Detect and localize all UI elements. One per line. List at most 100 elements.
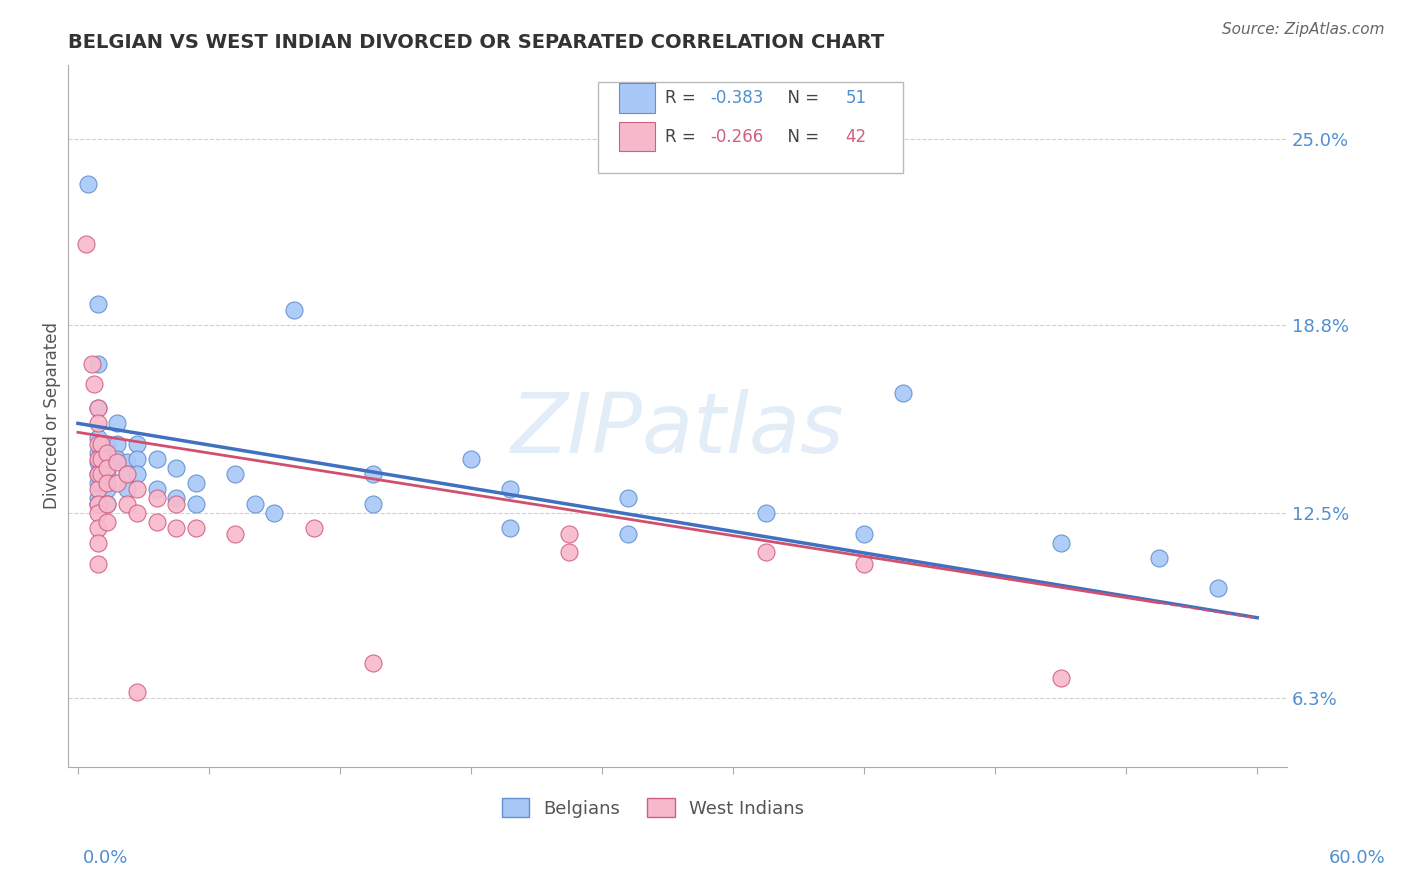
Point [96,515,118,529]
Point [1206,581,1229,595]
Point [125,437,148,451]
Y-axis label: Divorced or Separated: Divorced or Separated [44,322,60,509]
Point [145,491,167,505]
Point [125,685,148,699]
Point [86,401,108,416]
Point [86,491,108,505]
Point [96,467,118,482]
Point [96,461,118,475]
Point [165,497,187,511]
Point [80,357,103,371]
Point [125,482,148,496]
Point [165,521,187,535]
Point [184,497,207,511]
Point [1147,550,1170,565]
Point [96,446,118,460]
Point [86,446,108,460]
Point [165,461,187,475]
Point [75,236,97,251]
Point [86,297,108,311]
Point [263,506,285,520]
Point [499,521,522,535]
Point [96,437,118,451]
Point [145,452,167,467]
Point [115,467,138,482]
Point [460,452,482,467]
Point [145,482,167,496]
Point [90,437,112,451]
Point [1049,671,1071,685]
Point [184,476,207,491]
Point [86,497,108,511]
Point [86,357,108,371]
Point [96,497,118,511]
Point [86,417,108,431]
Point [96,452,118,467]
Text: -0.266: -0.266 [710,128,763,145]
Point [125,452,148,467]
Text: 42: 42 [845,128,866,145]
Point [86,536,108,550]
Text: N =: N = [778,128,825,145]
Point [86,476,108,491]
Point [96,476,118,491]
Point [105,476,128,491]
Point [853,557,876,571]
Point [86,437,108,451]
Point [145,515,167,529]
Point [96,482,118,496]
Text: 60.0%: 60.0% [1329,849,1385,867]
Point [90,446,112,460]
Point [283,302,305,317]
Point [90,452,112,467]
Point [224,527,246,541]
Point [224,467,246,482]
Point [83,377,105,392]
Point [115,467,138,482]
Text: 0.0%: 0.0% [83,849,128,867]
Point [115,482,138,496]
Point [105,455,128,469]
Point [302,521,325,535]
Point [86,401,108,416]
Text: R =: R = [665,128,702,145]
Point [105,417,128,431]
Point [617,491,640,505]
Point [90,467,112,482]
Point [105,452,128,467]
Point [86,497,108,511]
Point [86,467,108,482]
FancyBboxPatch shape [619,83,655,112]
Point [90,461,112,475]
Point [361,467,384,482]
Point [115,497,138,511]
Point [86,455,108,469]
Point [86,452,108,467]
Point [558,527,581,541]
Text: -0.383: -0.383 [710,89,763,107]
Point [361,656,384,670]
Point [361,497,384,511]
Point [86,482,108,496]
Point [853,527,876,541]
Point [125,467,148,482]
Point [1049,536,1071,550]
Text: N =: N = [778,89,825,107]
Point [76,177,98,191]
Text: ZIPatlas: ZIPatlas [510,390,844,470]
Point [184,521,207,535]
Point [115,455,138,469]
FancyBboxPatch shape [598,82,903,173]
Point [165,491,187,505]
Text: 51: 51 [845,89,866,107]
Point [105,437,128,451]
Point [86,557,108,571]
Text: R =: R = [665,89,702,107]
Point [86,521,108,535]
Point [755,545,778,559]
Text: BELGIAN VS WEST INDIAN DIVORCED OR SEPARATED CORRELATION CHART: BELGIAN VS WEST INDIAN DIVORCED OR SEPAR… [67,33,884,52]
Legend: Belgians, West Indians: Belgians, West Indians [495,791,811,825]
Point [90,476,112,491]
Point [125,506,148,520]
Point [86,431,108,445]
